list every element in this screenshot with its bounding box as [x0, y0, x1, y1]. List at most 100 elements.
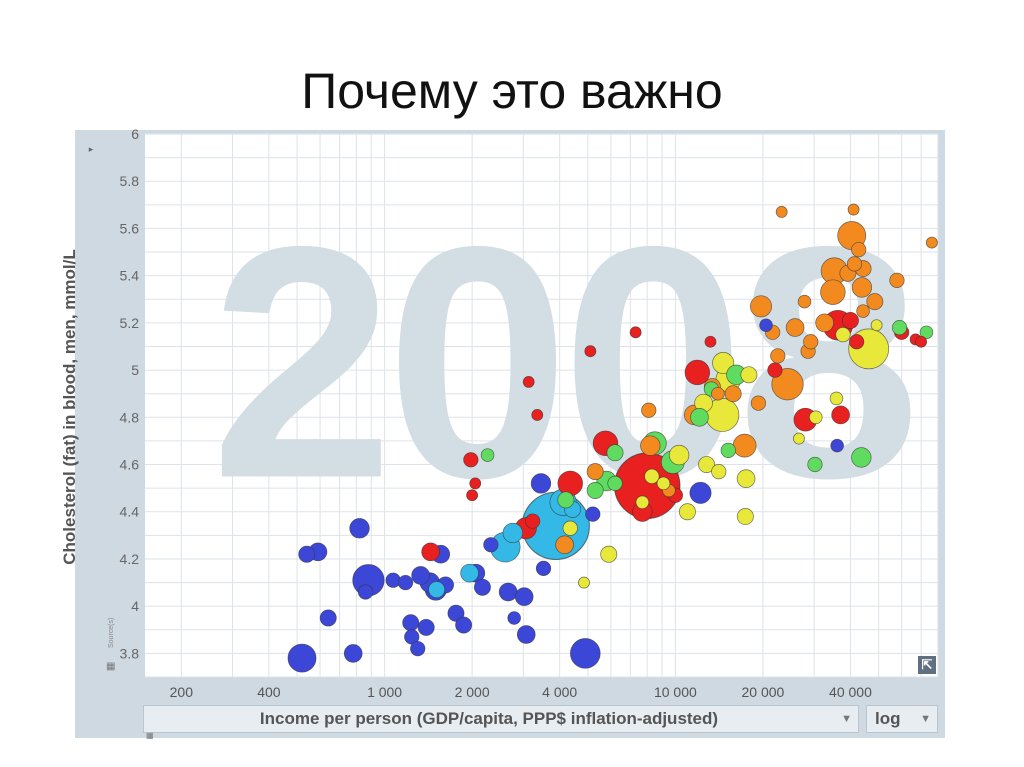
data-bubble[interactable]: [516, 625, 536, 644]
data-bubble[interactable]: [402, 614, 420, 632]
data-bubble[interactable]: [740, 366, 758, 384]
data-bubble[interactable]: [915, 335, 928, 348]
data-bubble[interactable]: [473, 578, 491, 596]
data-bubble[interactable]: [856, 304, 870, 318]
data-bubble[interactable]: [578, 576, 590, 589]
data-bubble[interactable]: [919, 325, 934, 340]
data-bubble[interactable]: [684, 359, 711, 386]
data-bubble[interactable]: [640, 435, 661, 456]
chevron-down-icon[interactable]: ▼: [920, 713, 931, 725]
data-bubble[interactable]: [641, 402, 657, 418]
data-bubble[interactable]: [498, 582, 518, 602]
data-bubble[interactable]: [846, 256, 863, 272]
data-bubble[interactable]: [397, 574, 414, 591]
triangle-right-icon[interactable]: ▸: [88, 144, 94, 154]
data-bubble[interactable]: [849, 334, 865, 350]
data-bubble[interactable]: [428, 581, 446, 599]
data-bubble[interactable]: [555, 535, 574, 555]
data-bubble[interactable]: [831, 405, 850, 425]
data-bubble[interactable]: [483, 537, 499, 553]
data-bubble[interactable]: [525, 513, 541, 529]
x-axis-indicator-select[interactable]: Income per person (GDP/capita, PPP$ infl…: [143, 705, 859, 733]
data-bubble[interactable]: [411, 566, 430, 585]
data-bubble[interactable]: [586, 482, 604, 499]
data-bubble[interactable]: [466, 489, 479, 502]
data-bubble[interactable]: [635, 495, 650, 510]
x-axis-indicator[interactable]: Income per person (GDP/capita, PPP$ infl…: [259, 709, 719, 728]
data-bubble[interactable]: [584, 345, 597, 358]
data-bubble[interactable]: [750, 395, 767, 411]
data-bubble[interactable]: [830, 438, 844, 453]
data-bubble[interactable]: [447, 604, 465, 622]
data-bubble[interactable]: [410, 641, 426, 657]
data-bubble[interactable]: [829, 391, 844, 406]
data-bubble[interactable]: [724, 385, 742, 403]
data-bubble[interactable]: [689, 481, 712, 504]
data-bubble[interactable]: [417, 618, 435, 636]
data-bubble[interactable]: [820, 279, 846, 305]
data-bubble[interactable]: [644, 468, 660, 484]
data-bubble[interactable]: [775, 206, 788, 218]
data-bubble[interactable]: [607, 475, 623, 492]
data-bubble[interactable]: [851, 447, 872, 468]
data-bubble[interactable]: [785, 318, 805, 337]
data-bubble[interactable]: [502, 522, 523, 544]
data-bubble[interactable]: [835, 327, 851, 343]
data-bubble[interactable]: [711, 386, 725, 401]
expand-arrow-icon[interactable]: ⇱: [918, 656, 936, 674]
data-bubble[interactable]: [809, 410, 823, 425]
data-bubble[interactable]: [889, 272, 905, 288]
y-source-link[interactable]: Source(s): [108, 617, 115, 648]
data-bubble[interactable]: [606, 444, 624, 462]
data-bubble[interactable]: [851, 277, 873, 298]
data-bubble[interactable]: [530, 473, 552, 494]
data-bubble[interactable]: [298, 545, 316, 563]
data-bubble[interactable]: [343, 644, 363, 663]
data-bubble[interactable]: [421, 542, 440, 562]
data-bubble[interactable]: [535, 560, 552, 577]
data-bubble[interactable]: [287, 643, 317, 673]
data-bubble[interactable]: [767, 362, 783, 378]
data-bubble[interactable]: [750, 295, 773, 318]
data-bubble[interactable]: [385, 572, 401, 588]
data-bubble[interactable]: [531, 409, 544, 421]
data-bubble[interactable]: [629, 326, 642, 339]
data-bubble[interactable]: [720, 442, 736, 458]
data-bubble[interactable]: [586, 463, 604, 481]
data-bubble[interactable]: [455, 616, 473, 634]
data-bubble[interactable]: [507, 611, 521, 625]
data-bubble[interactable]: [480, 448, 495, 462]
y-axis-indicator[interactable]: Cholesterol (fat) in blood, men, mmol/L: [60, 249, 79, 565]
data-bubble[interactable]: [469, 477, 482, 490]
data-bubble[interactable]: [600, 545, 618, 563]
data-bubble[interactable]: [656, 476, 671, 491]
data-bubble[interactable]: [349, 518, 370, 539]
data-bubble[interactable]: [851, 242, 867, 258]
data-bubble[interactable]: [557, 470, 583, 497]
data-bubble[interactable]: [847, 203, 860, 216]
data-bubble[interactable]: [690, 408, 709, 427]
data-bubble[interactable]: [514, 587, 534, 607]
data-bubble[interactable]: [463, 452, 479, 468]
data-bubble[interactable]: [711, 464, 727, 480]
data-bubble[interactable]: [557, 491, 575, 509]
data-bubble[interactable]: [797, 294, 812, 309]
data-bubble[interactable]: [771, 368, 804, 401]
data-bubble[interactable]: [842, 312, 859, 329]
grid-icon[interactable]: ▦: [106, 661, 116, 672]
data-bubble[interactable]: [704, 335, 717, 348]
data-bubble[interactable]: [770, 348, 786, 364]
data-bubble[interactable]: [870, 319, 883, 332]
data-bubble[interactable]: [793, 432, 805, 445]
data-bubble[interactable]: [698, 456, 716, 473]
data-bubble[interactable]: [866, 293, 884, 311]
data-bubble[interactable]: [319, 609, 337, 627]
data-bubble[interactable]: [736, 508, 754, 525]
data-bubble[interactable]: [803, 334, 819, 350]
data-bubble[interactable]: [807, 456, 823, 473]
data-bubble[interactable]: [562, 520, 578, 536]
data-bubble[interactable]: [357, 584, 374, 600]
data-bubble[interactable]: [522, 375, 535, 388]
x-scale-select[interactable]: log ▼: [866, 705, 938, 733]
data-bubble[interactable]: [815, 313, 834, 333]
